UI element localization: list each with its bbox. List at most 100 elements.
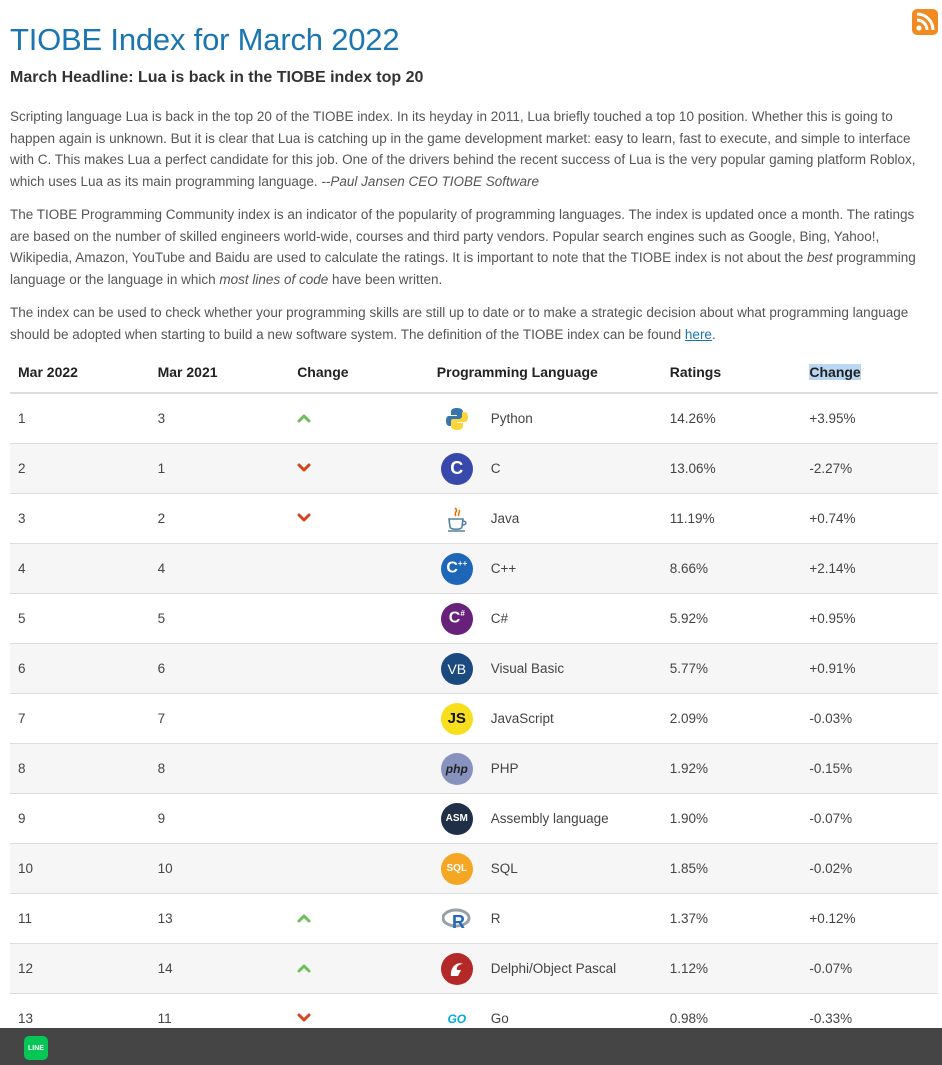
language-cell: JS JavaScript [428, 693, 662, 744]
trend-none [297, 813, 311, 823]
table-row: 2 1 C C 13.06% -2.27% [10, 443, 938, 494]
language-name: Delphi/Object Pascal [490, 961, 617, 976]
table-row: 4 4 C++ C++ 8.66% +2.14% [10, 543, 938, 594]
rating-value: 1.92% [661, 743, 802, 794]
rank-current: 10 [10, 843, 150, 894]
rank-previous: 10 [149, 843, 290, 894]
rating-change-value: -0.07% [801, 943, 938, 994]
rating-value: 1.85% [661, 843, 802, 894]
rank-change [289, 743, 429, 794]
rating-change-value: +2.14% [801, 543, 938, 594]
rank-current: 8 [10, 743, 150, 794]
header-mar-2022[interactable]: Mar 2022 [10, 352, 150, 394]
language-name: C++ [490, 561, 517, 576]
trend-down-icon [297, 461, 311, 472]
rank-previous: 4 [149, 543, 290, 594]
header-change[interactable]: Change [289, 352, 429, 394]
rating-value: 11.19% [661, 493, 802, 544]
rating-change-value: +0.91% [801, 643, 938, 694]
rating-value: 1.37% [661, 893, 802, 944]
desc-text-c: have been written. [328, 271, 443, 287]
rating-change-value: +3.95% [801, 393, 938, 444]
rating-change-value: -0.02% [801, 843, 938, 894]
rating-value: 5.77% [661, 643, 802, 694]
language-name: Java [490, 511, 520, 526]
table-row: 3 2 Java 11.19% +0.74% [10, 493, 938, 544]
language-name: PHP [490, 761, 519, 776]
c-logo-icon: C [440, 452, 473, 485]
rank-previous: 2 [149, 493, 290, 544]
trend-none [297, 763, 311, 773]
asm-logo-icon: ASM [440, 802, 473, 835]
table-row: 12 14 Delphi/Object Pascal 1.12% -0.07% [10, 943, 938, 994]
march-headline: March Headline: Lua is back in the TIOBE… [10, 69, 424, 86]
bottom-share-bar: LINE [0, 1028, 942, 1065]
definition-link[interactable]: here [684, 326, 712, 342]
header-mar-2021[interactable]: Mar 2021 [149, 352, 290, 394]
table-row: 10 10 SQL SQL 1.85% -0.02% [10, 843, 938, 894]
trend-down-icon [297, 1011, 311, 1022]
header-ratings[interactable]: Ratings [661, 352, 802, 394]
rss-feed-icon[interactable] [912, 9, 938, 35]
rank-change [289, 943, 429, 994]
intro-text: Scripting language Lua is back in the to… [10, 109, 916, 189]
usage-paragraph: The index can be used to check whether y… [10, 302, 930, 345]
trend-down-icon [297, 511, 311, 522]
table-row: 7 7 JS JavaScript 2.09% -0.03% [10, 693, 938, 744]
rating-value: 5.92% [661, 593, 802, 644]
rank-previous: 8 [149, 743, 290, 794]
language-cell: Python [428, 393, 662, 444]
rank-change [289, 643, 429, 694]
header-ratings-change[interactable]: Change [801, 352, 938, 394]
rank-current: 3 [10, 493, 150, 544]
svg-text:R: R [452, 912, 465, 931]
rank-change [289, 493, 429, 544]
rank-change [289, 693, 429, 744]
language-name: R [490, 911, 501, 926]
table-row: 1 3 Python 14.26% +3.95% [10, 393, 938, 444]
line-share-icon[interactable]: LINE [24, 1036, 48, 1060]
language-name: Visual Basic [490, 661, 565, 676]
vb-logo-icon: VB [440, 652, 473, 685]
rank-previous: 6 [149, 643, 290, 694]
trend-none [297, 713, 311, 723]
rating-change-value: -2.27% [801, 443, 938, 494]
language-name: Go [490, 1011, 509, 1026]
rank-previous: 9 [149, 793, 290, 844]
rank-change [289, 443, 429, 494]
rank-previous: 7 [149, 693, 290, 744]
rating-value: 2.09% [661, 693, 802, 744]
rank-change [289, 793, 429, 844]
language-cell: SQL SQL [428, 843, 662, 894]
trend-none [297, 863, 311, 873]
language-name: Assembly language [490, 811, 609, 826]
rating-change-value: -0.15% [801, 743, 938, 794]
desc-text-b: programming language or the language in … [10, 250, 916, 287]
trend-none [297, 613, 311, 623]
php-logo-icon: php [440, 752, 473, 785]
rank-change [289, 893, 429, 944]
language-name: C# [490, 611, 509, 626]
desc-em-best: best [807, 250, 833, 265]
rank-previous: 3 [149, 393, 290, 444]
rating-value: 8.66% [661, 543, 802, 594]
rank-current: 7 [10, 693, 150, 744]
header-programming-language[interactable]: Programming Language [428, 352, 662, 394]
rank-change [289, 543, 429, 594]
language-name: JavaScript [490, 711, 554, 726]
table-header-row: Mar 2022 Mar 2021 Change Programming Lan… [10, 352, 938, 394]
usage-end: . [711, 326, 716, 342]
trend-none [297, 663, 311, 673]
js-logo-icon: JS [440, 702, 473, 735]
rank-current: 9 [10, 793, 150, 844]
rank-previous: 14 [149, 943, 290, 994]
rating-change-value: -0.03% [801, 693, 938, 744]
language-cell: Java [428, 493, 662, 544]
trend-none [297, 563, 311, 573]
rank-previous: 13 [149, 893, 290, 944]
rating-value: 1.90% [661, 793, 802, 844]
rank-current: 4 [10, 543, 150, 594]
language-cell: C# C# [428, 593, 662, 644]
language-name: C [490, 461, 501, 476]
